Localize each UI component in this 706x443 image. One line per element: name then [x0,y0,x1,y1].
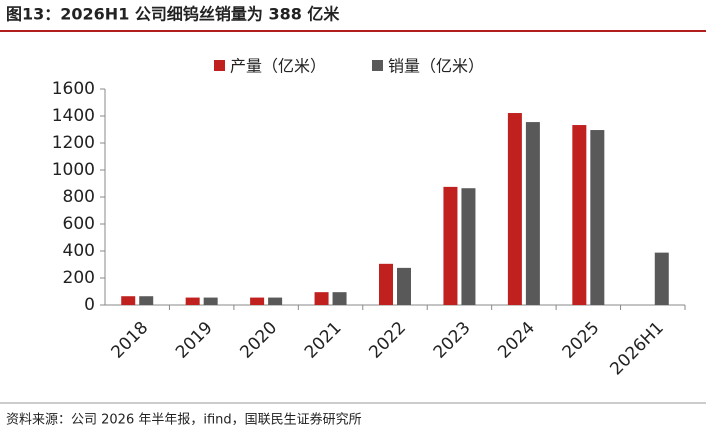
bar [185,297,200,305]
bar [654,252,669,305]
y-tick-label: 1000 [52,160,95,180]
bar [314,292,329,305]
y-tick-label: 800 [63,187,95,207]
bar [507,113,522,305]
bar [525,122,540,305]
bar [461,188,476,305]
x-tick-label: 2025 [559,318,604,363]
y-tick-label: 1600 [52,79,95,99]
x-tick-label: 2021 [301,318,346,363]
bar [379,263,393,305]
chart-title: 图13：2026H1 公司细钨丝销量为 388 亿米 [6,5,340,24]
bar [268,297,283,305]
legend-label: 产量（亿米） [230,57,326,76]
x-tick-label: 2026H1 [606,318,667,379]
bar [203,297,218,305]
bar [443,186,458,305]
y-tick-label: 0 [84,295,95,315]
y-tick-label: 400 [63,241,95,261]
x-tick-label: 2018 [108,318,153,363]
bar [332,292,347,305]
legend-swatch [214,60,225,71]
y-tick-label: 600 [63,214,95,234]
bar [121,296,136,305]
x-tick-label: 2019 [172,318,217,363]
y-tick-label: 200 [63,268,95,288]
y-tick-label: 1400 [52,106,95,126]
legend-swatch [372,60,383,71]
x-tick-label: 2024 [494,318,539,363]
bar [590,130,605,305]
bar [139,296,154,305]
source-note: 资料来源：公司 2026 年半年报，ifind，国联民生证券研究所 [6,412,362,428]
bar [397,267,411,305]
bar [250,297,265,305]
y-tick-label: 1200 [52,133,95,153]
legend-label: 销量（亿米） [388,57,484,76]
bar [572,125,587,305]
x-tick-label: 2023 [430,318,475,363]
x-tick-label: 2020 [236,318,281,363]
x-tick-label: 2022 [365,318,410,363]
